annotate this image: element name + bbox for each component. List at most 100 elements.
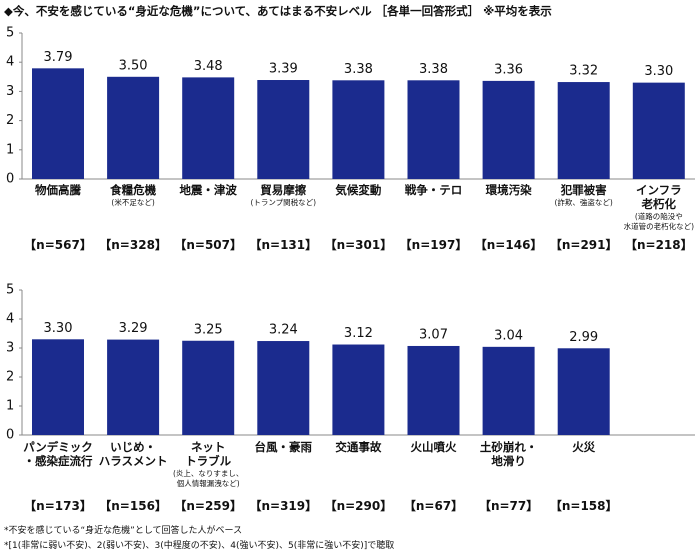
sample-size: 【n=67】 (403, 499, 464, 513)
value-label: 2.99 (569, 330, 598, 345)
x-tick-label: 火災 (572, 440, 596, 454)
sample-size: 【n=146】 (474, 238, 543, 252)
value-label: 3.39 (269, 62, 298, 77)
y-tick-label: 3 (6, 341, 14, 356)
value-label: 3.24 (269, 323, 298, 338)
category-group: 地震・津波 (168, 183, 248, 197)
category-group: 火災 (544, 440, 624, 454)
bar (482, 80, 535, 179)
category-group: 戦争・テロ (394, 183, 474, 197)
bar (332, 344, 385, 435)
footnote: *[1(非常に弱い不安)、2(弱い不安)、3(中程度の不安)、4(強い不安)、5… (4, 541, 395, 551)
bar (257, 80, 310, 179)
sample-size: 【n=507】 (174, 238, 243, 252)
value-label: 3.04 (494, 328, 523, 343)
x-tick-label: 交通事故 (335, 440, 382, 454)
category-group: 物価高騰 (18, 183, 98, 197)
value-label: 3.29 (119, 321, 148, 336)
category-group: 食糧危機 (米不足など) (93, 183, 173, 208)
sample-size: 【n=77】 (478, 499, 539, 513)
y-tick-label: 4 (6, 55, 14, 70)
value-label: 3.38 (344, 62, 373, 77)
bar (182, 340, 235, 435)
sample-size: 【n=173】 (24, 499, 92, 513)
bar (182, 77, 235, 179)
bar (557, 348, 610, 435)
sample-size: 【n=319】 (249, 499, 318, 513)
sample-size: 【n=156】 (99, 499, 167, 513)
value-label: 3.79 (44, 50, 73, 65)
x-tick-label: 地震・津波 (179, 183, 237, 197)
x-tick-label: パンデミック ・感染症流行 (23, 440, 93, 468)
category-note: (炎上、なりすまし、 個人情報漏洩など) (172, 469, 244, 488)
value-label: 3.07 (419, 327, 448, 342)
value-label: 3.25 (194, 322, 223, 337)
bar (32, 68, 84, 179)
y-tick-label: 0 (6, 428, 14, 443)
bar (257, 341, 310, 435)
bar (107, 339, 160, 435)
y-tick-label: 2 (6, 113, 14, 128)
sample-size: 【n=290】 (324, 499, 393, 513)
x-tick-label: 戦争・テロ (404, 183, 463, 197)
category-note: (トランプ関税など) (250, 198, 317, 207)
x-tick-label: 食糧危機 (110, 183, 157, 197)
category-group: 環境汚染 (469, 183, 549, 197)
value-label: 3.30 (44, 321, 73, 336)
bar (32, 339, 84, 435)
x-tick-label: 貿易摩擦 (260, 183, 307, 197)
category-group: ネット トラブル (炎上、なりすまし、 個人情報漏洩など) (168, 440, 248, 489)
category-note: (道路の陥没や 水道管の老朽化など) (623, 212, 695, 231)
value-label: 3.32 (569, 64, 598, 79)
category-group: インフラ 老朽化 (道路の陥没や 水道管の老朽化など) (619, 183, 699, 232)
bar (332, 80, 385, 179)
bar (407, 345, 460, 435)
y-tick-label: 0 (6, 172, 14, 187)
x-tick-label: 犯罪被害 (560, 183, 607, 197)
value-label: 3.36 (494, 62, 523, 77)
category-note: (詐欺、強盗など) (554, 198, 613, 207)
y-tick-label: 1 (6, 142, 14, 157)
value-label: 3.48 (194, 59, 223, 74)
title: ◆今、不安を感じている“身近な危機”について、あてはまる不安レベル ［各単一回答… (4, 4, 552, 18)
y-tick-label: 5 (6, 26, 14, 41)
x-tick-label: 環境汚染 (485, 183, 532, 197)
x-tick-label: 気候変動 (335, 183, 382, 197)
category-group: 貿易摩擦 (トランプ関税など) (243, 183, 323, 208)
y-tick-label: 3 (6, 84, 14, 99)
x-tick-label: 台風・豪雨 (254, 440, 313, 454)
sample-size: 【n=158】 (549, 499, 618, 513)
value-label: 3.30 (644, 64, 673, 79)
sample-size: 【n=259】 (174, 499, 243, 513)
x-tick-label: 土砂崩れ・ 地滑り (479, 440, 538, 468)
sample-size: 【n=567】 (24, 238, 92, 252)
sample-size: 【n=131】 (249, 238, 318, 252)
x-tick-label: 火山噴火 (410, 440, 457, 454)
value-label: 3.38 (419, 62, 448, 77)
bar (482, 346, 535, 435)
category-group: 台風・豪雨 (243, 440, 323, 454)
x-tick-label: ネット トラブル (185, 440, 232, 468)
category-group: パンデミック ・感染症流行 (18, 440, 98, 468)
y-tick-label: 4 (6, 312, 14, 327)
x-tick-label: 物価高騰 (35, 183, 81, 197)
y-tick-label: 2 (6, 370, 14, 385)
category-group: 交通事故 (318, 440, 398, 454)
category-group: 気候変動 (318, 183, 398, 197)
category-group: いじめ・ ハラスメント (93, 440, 173, 468)
x-tick-label: インフラ 老朽化 (635, 183, 682, 211)
bar (632, 82, 685, 179)
category-group: 火山噴火 (394, 440, 474, 454)
category-group: 土砂崩れ・ 地滑り (469, 440, 549, 468)
bar (407, 80, 460, 179)
category-group: 犯罪被害 (詐欺、強盗など) (544, 183, 624, 208)
bar (557, 82, 610, 179)
category-note: (米不足など) (111, 198, 155, 207)
value-label: 3.50 (119, 58, 148, 73)
sample-size: 【n=197】 (399, 238, 468, 252)
sample-size: 【n=301】 (324, 238, 393, 252)
sample-size: 【n=291】 (549, 238, 618, 252)
y-tick-label: 1 (6, 399, 14, 414)
